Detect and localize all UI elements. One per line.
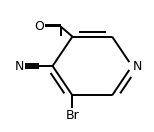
Text: Br: Br <box>66 109 79 122</box>
Text: N: N <box>15 60 24 72</box>
Text: N: N <box>133 60 142 72</box>
Text: O: O <box>35 20 45 33</box>
